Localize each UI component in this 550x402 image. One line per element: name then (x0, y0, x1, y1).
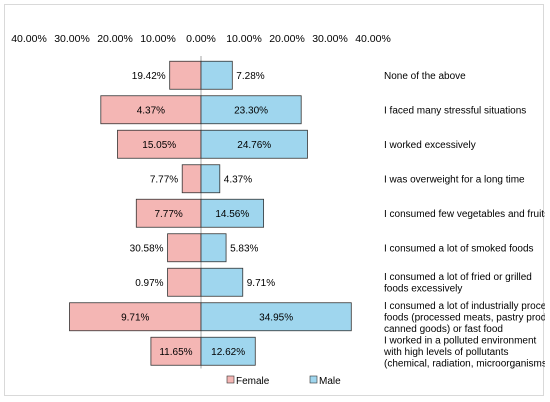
category-label: I worked excessively (384, 140, 476, 151)
axis-tick-label: 40.00% (11, 33, 47, 45)
data-label-female: 15.05% (142, 140, 176, 151)
bar-male (200, 302, 352, 332)
legend-label-male: Male (319, 376, 341, 387)
axis-tick-label: 20.00% (97, 33, 133, 45)
bar-male (200, 233, 227, 263)
legend-swatch-female (226, 375, 235, 384)
data-label-female: 7.77% (154, 209, 182, 220)
category-label: None of the above (384, 71, 466, 82)
category-label: I consumed a lot of industrially process… (384, 301, 545, 312)
axis-tick-label: 30.00% (54, 33, 90, 45)
axis-tick-label: 20.00% (269, 33, 305, 45)
diverging-bar-chart: 40.00% 30.00% 20.00% 10.00% 0.00% 10.00% 20.00… (11, 33, 550, 387)
data-label-male: 24.76% (237, 140, 271, 151)
category-label: (chemical, radiation, microorganisms) (384, 358, 545, 369)
axis-tick-label: 10.00% (140, 33, 176, 45)
axis-tick-label: 0.00% (186, 33, 216, 45)
data-label-male: 34.95% (259, 313, 293, 324)
chart-frame: 40.00% 30.00% 20.00% 10.00% 0.00% 10.00% 20.00… (4, 4, 550, 396)
bar-male (200, 129, 308, 159)
category-label: canned goods) or fast food (384, 324, 503, 335)
category-label: I consumed a lot of fried or grilled (384, 272, 532, 283)
bar-female (167, 267, 202, 297)
bar-female (169, 60, 202, 90)
bar-male (200, 267, 244, 297)
data-label-female: 11.65% (159, 347, 192, 358)
category-label: I consumed a lot of smoked foods (384, 243, 534, 254)
category-label: I faced many stressful situations (384, 105, 526, 116)
data-label-male: 7.28% (236, 71, 264, 82)
data-label-male: 5.83% (230, 244, 258, 255)
data-label-female: 9.71% (121, 313, 149, 324)
axis-tick-label: 30.00% (312, 33, 348, 45)
category-label: foods excessively (384, 284, 462, 295)
bar-male (200, 336, 256, 366)
category-label: I consumed few vegetables and fruits (384, 209, 545, 220)
axis-tick-label: 40.00% (355, 33, 391, 45)
bar-male (200, 164, 221, 194)
bar-female (150, 336, 202, 366)
legend-label-female: Female (236, 376, 270, 387)
category-label: foods (processed meats, pastry products, (384, 312, 545, 323)
bar-female (167, 233, 202, 263)
axis-tick-label: 10.00% (226, 33, 262, 45)
category-label: I was overweight for a long time (384, 174, 525, 185)
legend-swatch-male (309, 375, 318, 384)
data-label-female: 4.37% (137, 106, 165, 117)
data-label-female: 19.42% (132, 71, 166, 82)
data-label-male: 9.71% (247, 278, 275, 289)
category-label: I worked in a polluted environment (384, 335, 537, 346)
category-label: with high levels of pollutants (383, 347, 509, 358)
bar-female (181, 164, 202, 194)
data-label-male: 12.62% (211, 347, 245, 358)
data-label-female: 30.58% (130, 244, 164, 255)
bar-male (200, 95, 302, 125)
bar-male (200, 198, 265, 228)
bar-male (200, 60, 233, 90)
data-label-male: 23.30% (234, 106, 268, 117)
data-label-male: 14.56% (215, 209, 249, 220)
data-label-female: 0.97% (135, 278, 163, 289)
data-label-male: 4.37% (224, 175, 252, 186)
data-label-female: 7.77% (150, 175, 178, 186)
bar-female (117, 129, 202, 159)
